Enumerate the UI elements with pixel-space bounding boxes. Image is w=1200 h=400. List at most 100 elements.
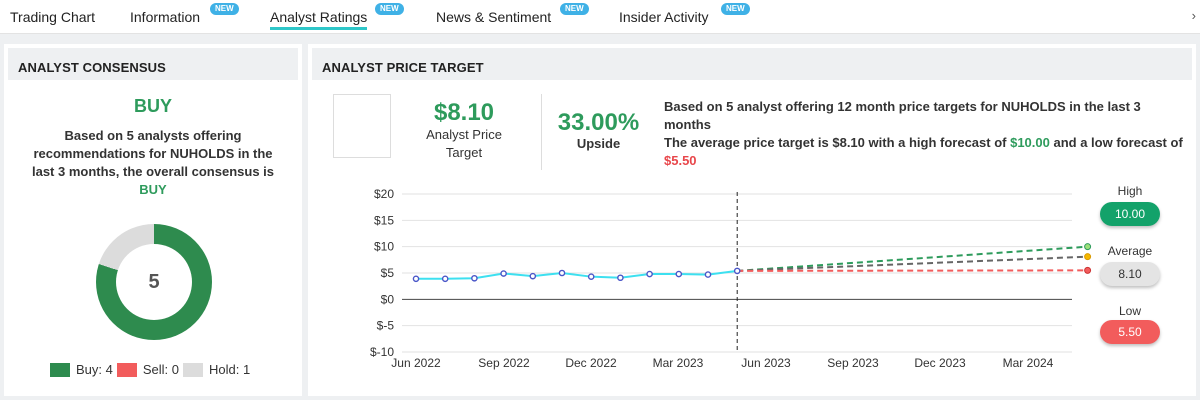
tab-trading-chart[interactable]: Trading Chart bbox=[10, 9, 95, 25]
tab-bar: Trading Chart Information NEW Analyst Ra… bbox=[0, 0, 1200, 34]
legend-buy: Buy: 4 bbox=[50, 362, 113, 377]
tab-analyst-ratings[interactable]: Analyst Ratings NEW bbox=[270, 3, 404, 30]
average-forecast-badge: 8.10 bbox=[1100, 262, 1160, 286]
price-point bbox=[500, 270, 507, 277]
summary-text: analyst offering 12 month price targets … bbox=[733, 99, 1002, 114]
x-tick-label: Dec 2022 bbox=[565, 356, 617, 370]
summary-text: Based on bbox=[664, 99, 727, 114]
price-target-label: Analyst Price Target bbox=[426, 127, 502, 160]
average-target: $8.10 bbox=[832, 135, 865, 150]
legend-swatch-sell bbox=[116, 362, 137, 377]
legend-swatch-buy bbox=[50, 362, 70, 377]
price-point bbox=[704, 271, 712, 278]
desc-text: Based on bbox=[64, 128, 127, 143]
x-tick-label: Sep 2023 bbox=[827, 356, 879, 370]
tab-label: Analyst Ratings bbox=[270, 9, 368, 30]
analyst-count: 5 bbox=[726, 99, 734, 114]
price-target-value: $8.10 bbox=[433, 99, 495, 126]
desc-text: analysts offering recommendations for bbox=[33, 128, 242, 161]
consensus-rating-inline: BUY bbox=[139, 182, 167, 197]
legend-swatch-hold bbox=[183, 362, 203, 377]
summary-line-1: Based on 5 analyst offering 12 month pri… bbox=[664, 98, 1184, 134]
divider bbox=[541, 94, 542, 170]
price-target-block: $8.10 Analyst Price Target bbox=[418, 100, 510, 162]
analyst-consensus-panel: ANALYST CONSENSUS BUY Based on 5 analyst… bbox=[4, 44, 302, 396]
consensus-summary: BUY Based on 5 analysts offering recomme… bbox=[4, 96, 302, 199]
x-tick-label: Mar 2023 bbox=[653, 356, 704, 370]
x-tick-label: Mar 2024 bbox=[1003, 356, 1054, 370]
scroll-right-icon[interactable]: › bbox=[1191, 8, 1196, 23]
analyst-count: 5 bbox=[126, 128, 134, 143]
price-point bbox=[617, 274, 624, 282]
tab-insider-activity[interactable]: Insider Activity NEW bbox=[619, 3, 750, 25]
tab-label: Information bbox=[130, 9, 201, 25]
tab-label: News & Sentiment bbox=[436, 9, 552, 25]
price-point bbox=[558, 269, 566, 277]
low-target: $5.50 bbox=[664, 153, 697, 168]
consensus-description: Based on 5 analysts offering recommendat… bbox=[28, 127, 278, 199]
price-target-summary: Based on 5 analyst offering 12 month pri… bbox=[664, 98, 1184, 170]
consensus-donut-chart: 5 bbox=[96, 224, 212, 340]
high-forecast-line bbox=[737, 245, 1088, 272]
summary-text: in the last 3 months bbox=[664, 99, 1141, 132]
legend-sell: Sell: 0 bbox=[116, 362, 179, 377]
y-tick-label: $15 bbox=[374, 213, 394, 227]
panel-title: ANALYST PRICE TARGET bbox=[312, 48, 1192, 80]
tab-label: Insider Activity bbox=[619, 9, 709, 25]
y-tick-label: $0 bbox=[381, 292, 395, 306]
new-badge: NEW bbox=[375, 3, 404, 15]
tab-news-sentiment[interactable]: News & Sentiment NEW bbox=[436, 3, 589, 25]
donut-center-count: 5 bbox=[116, 244, 192, 320]
ticker: NUHOLDS bbox=[169, 146, 235, 161]
upside-label: Upside bbox=[576, 136, 621, 151]
low-forecast-badge: 5.50 bbox=[1100, 320, 1160, 344]
average-target-point bbox=[1084, 253, 1092, 261]
legend-label: Hold: 1 bbox=[209, 362, 251, 377]
tab-label: Trading Chart bbox=[10, 9, 96, 25]
high-forecast-badge: 10.00 bbox=[1100, 202, 1160, 226]
price-point bbox=[471, 274, 478, 282]
price-point bbox=[733, 267, 741, 275]
donut-legend: Buy: 4 Sell: 0 Hold: 1 bbox=[50, 362, 254, 377]
x-tick-label: Jun 2023 bbox=[741, 356, 791, 370]
new-badge: NEW bbox=[721, 3, 750, 15]
new-badge: NEW bbox=[210, 3, 239, 15]
summary-text: and a low forecast of bbox=[1049, 135, 1183, 150]
price-point bbox=[412, 275, 420, 283]
y-tick-label: $-10 bbox=[370, 345, 394, 359]
average-forecast-line bbox=[737, 255, 1088, 272]
price-point bbox=[441, 275, 449, 283]
legend-hold: Hold: 1 bbox=[183, 362, 250, 377]
panel-title: ANALYST CONSENSUS bbox=[8, 48, 298, 80]
high-forecast-label: High bbox=[1117, 184, 1143, 198]
tab-information[interactable]: Information NEW bbox=[130, 3, 239, 25]
price-point bbox=[675, 270, 683, 278]
price-point bbox=[529, 272, 537, 280]
y-tick-label: $5 bbox=[381, 266, 395, 280]
price-point bbox=[646, 270, 653, 278]
summary-text: The average price target is bbox=[664, 135, 833, 150]
low-target-point bbox=[1084, 266, 1092, 274]
high-target-point bbox=[1084, 243, 1092, 251]
company-logo bbox=[333, 94, 391, 158]
y-tick-label: $10 bbox=[374, 240, 394, 254]
average-forecast-label: Average bbox=[1107, 244, 1153, 258]
upside-value: 33.00% bbox=[557, 109, 640, 136]
x-tick-label: Sep 2022 bbox=[478, 356, 530, 370]
price-history-line bbox=[416, 269, 738, 280]
high-target: $10.00 bbox=[1010, 135, 1050, 150]
y-tick-label: $-5 bbox=[377, 319, 395, 333]
upside-block: 33.00% Upside bbox=[551, 109, 646, 152]
legend-label: Buy: 4 bbox=[76, 362, 113, 377]
x-tick-label: Jun 2022 bbox=[391, 356, 441, 370]
legend-label: Sell: 0 bbox=[142, 362, 179, 377]
low-forecast-label: Low bbox=[1118, 304, 1141, 318]
summary-line-2: The average price target is $8.10 with a… bbox=[664, 134, 1184, 170]
desc-text: in the last 3 months, the overall consen… bbox=[31, 146, 275, 179]
price-point bbox=[587, 273, 595, 280]
y-tick-label: $20 bbox=[374, 187, 394, 201]
analyst-price-target-panel: ANALYST PRICE TARGET $8.10 Analyst Price… bbox=[308, 44, 1196, 396]
ticker: NUHOLDS bbox=[1001, 99, 1066, 114]
low-forecast-line bbox=[737, 269, 1088, 272]
